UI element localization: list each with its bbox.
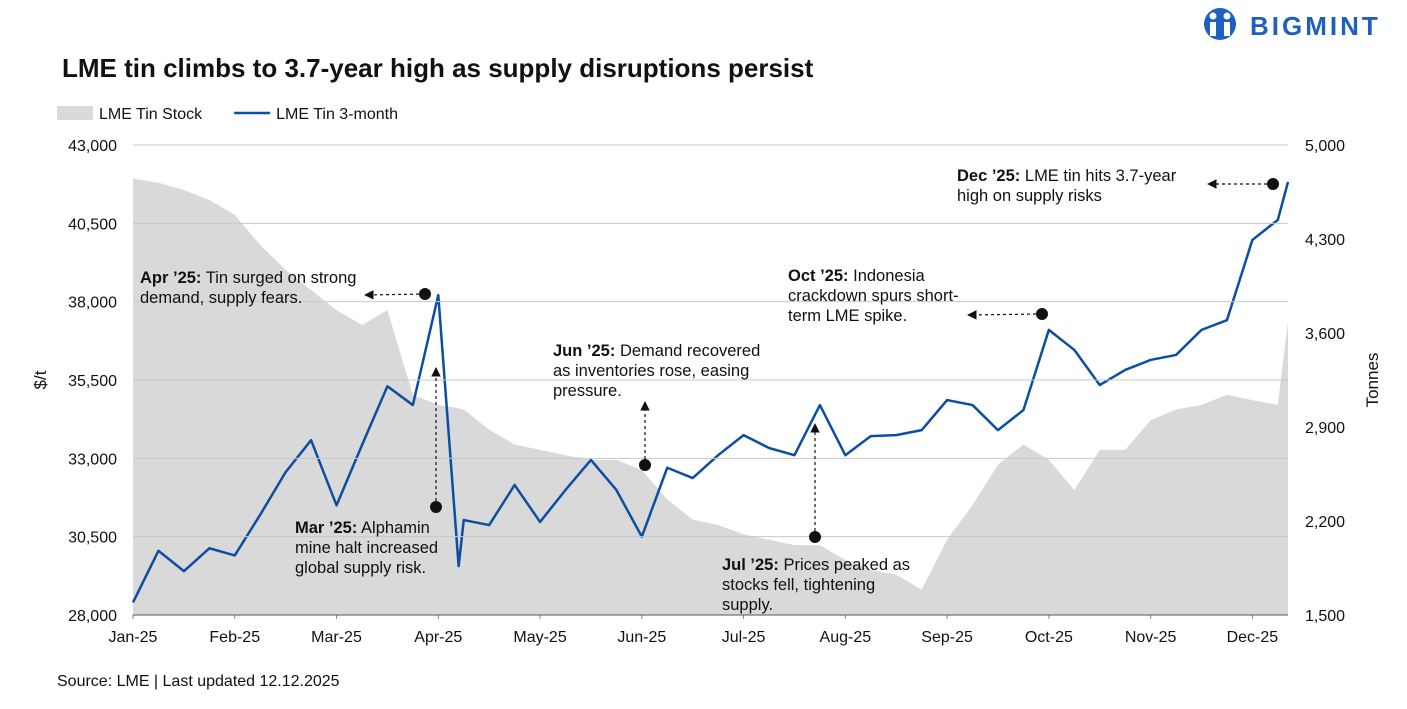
annotation-bold: Mar ’25: <box>295 519 357 537</box>
annotation: Oct ’25: Indonesia crackdown spurs short-… <box>788 267 1048 325</box>
y-tick-label: 28,000 <box>68 608 117 625</box>
annotation-line: high on supply risks <box>957 187 1102 205</box>
x-tick-label: May-25 <box>513 629 566 646</box>
y-tick-label: 33,000 <box>68 451 117 468</box>
x-tick-label: Jun-25 <box>617 629 666 646</box>
legend-swatch <box>57 106 93 120</box>
annotation-text: Mar ’25: Alphamin <box>295 519 430 537</box>
logo: BIGMINT <box>1204 8 1381 41</box>
annotation-bold: Dec ’25: <box>957 167 1020 185</box>
annotation-bold: Oct ’25: <box>788 267 849 285</box>
annotation-bold: Apr ’25: <box>140 269 201 287</box>
annotation-text: Oct ’25: Indonesia <box>788 267 926 285</box>
annotation-line: LME tin hits 3.7-year <box>1025 167 1177 185</box>
y2-tick-label: 1,500 <box>1305 608 1345 625</box>
annotation-dot <box>809 531 821 543</box>
annotation-line: global supply risk. <box>295 559 426 577</box>
x-tick-label: Oct-25 <box>1025 629 1073 646</box>
x-tick-label: Aug-25 <box>820 629 872 646</box>
y2-tick-label: 4,300 <box>1305 232 1345 249</box>
source: Source: LME | Last updated 12.12.2025 <box>57 673 340 690</box>
x-tick-label: Jan-25 <box>109 629 158 646</box>
annotation-arrow <box>364 290 426 300</box>
x-tick-label: Nov-25 <box>1125 629 1177 646</box>
annotation-bold: Jul ’25: <box>722 556 779 574</box>
annotation-dot <box>1036 308 1048 320</box>
annotation-text: Jul ’25: Prices peaked as <box>722 556 910 574</box>
y2-tick-label: 2,200 <box>1305 514 1345 531</box>
annotation-text: Dec ’25: LME tin hits 3.7-year <box>957 167 1177 185</box>
x-tick-label: Apr-25 <box>414 629 462 646</box>
legend-label: LME Tin Stock <box>99 106 203 123</box>
annotation-line: Indonesia <box>853 267 925 285</box>
legend-label: LME Tin 3-month <box>276 106 398 123</box>
y2-tick-label: 5,000 <box>1305 138 1345 155</box>
y-tick-label: 43,000 <box>68 138 117 155</box>
annotation: Jun ’25: Demand recovered as inventories … <box>553 342 760 471</box>
annotation-line: pressure. <box>553 382 622 400</box>
annotation-dot <box>1267 178 1279 190</box>
stock-area <box>133 178 1288 616</box>
annotation-line: mine halt increased <box>295 539 438 557</box>
annotation-bold: Jun ’25: <box>553 342 615 360</box>
brand: BIGMINT <box>1250 11 1381 41</box>
annotation-dot <box>639 459 651 471</box>
annotation: Mar ’25: Alphamin mine halt increased glob… <box>295 367 442 577</box>
price-line <box>131 181 1290 604</box>
annotation: Jul ’25: Prices peaked as stocks fell, ti… <box>722 423 910 614</box>
chart-title: LME tin climbs to 3.7-year high as suppl… <box>62 53 814 83</box>
y2-tick-label: 2,900 <box>1305 420 1345 437</box>
annotation-line: Demand recovered <box>620 342 760 360</box>
annotation: Dec ’25: LME tin hits 3.7-year high on su… <box>957 167 1279 205</box>
annotation-line: Prices peaked as <box>783 556 910 574</box>
y-axis-label: $/t <box>31 370 50 389</box>
x-tick-label: Dec-25 <box>1227 629 1279 646</box>
y-tick-label: 30,500 <box>68 530 117 547</box>
annotation-line: Alphamin <box>361 519 430 537</box>
annotation: Apr ’25: Tin surged on strong demand, sup… <box>140 269 431 307</box>
x-tick-label: Sep-25 <box>921 629 973 646</box>
annotation-arrow <box>967 310 1043 320</box>
annotation-dot <box>430 501 442 513</box>
y2-axis-label: Tonnes <box>1363 353 1382 408</box>
annotation-text: Apr ’25: Tin surged on strong <box>140 269 356 287</box>
annotation-line: crackdown spurs short- <box>788 287 959 305</box>
y-tick-label: 38,000 <box>68 295 117 312</box>
x-tick-label: Feb-25 <box>209 629 260 646</box>
y-tick-label: 35,500 <box>68 373 117 390</box>
annotation-dot <box>419 288 431 300</box>
y2-tick-label: 3,600 <box>1305 326 1345 343</box>
annotation-line: as inventories rose, easing <box>553 362 749 380</box>
annotation-line: stocks fell, tightening <box>722 576 875 594</box>
x-tick-label: Jul-25 <box>722 629 766 646</box>
annotation-line: supply. <box>722 596 773 614</box>
y-tick-label: 40,500 <box>68 216 117 233</box>
annotation-line: Tin surged on strong <box>206 269 357 287</box>
plot <box>131 178 1290 616</box>
annotation-text: Jun ’25: Demand recovered <box>553 342 760 360</box>
x-tick-label: Mar-25 <box>311 629 362 646</box>
annotation-line: term LME spike. <box>788 307 907 325</box>
annotation-line: demand, supply fears. <box>140 289 302 307</box>
